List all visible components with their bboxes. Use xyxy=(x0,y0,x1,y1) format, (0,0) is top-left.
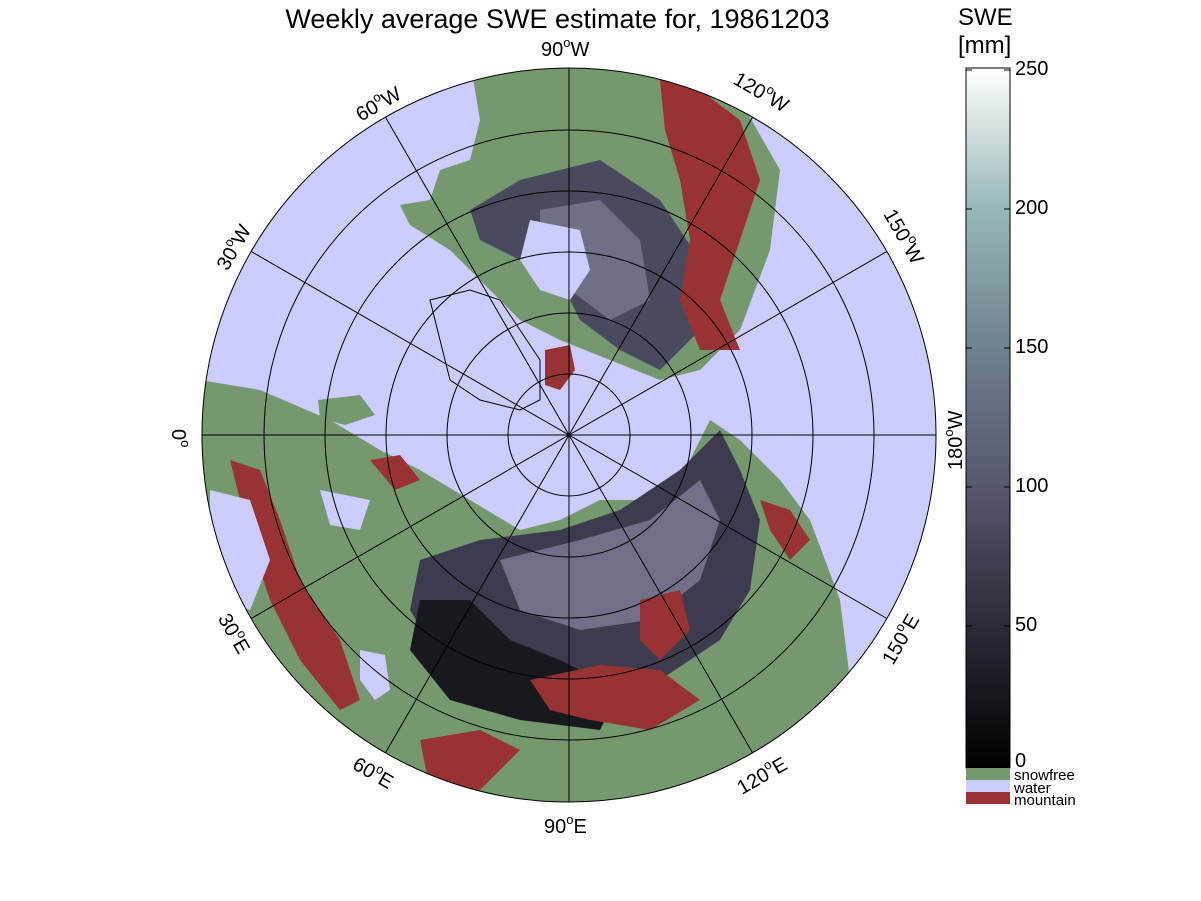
hudson-bay xyxy=(520,220,590,300)
colorbar-gradient xyxy=(965,67,1011,769)
label-120w: 120oW xyxy=(730,65,795,117)
colorbar-ticks xyxy=(966,69,1010,766)
map-frame xyxy=(201,67,937,803)
map-title: Weekly average SWE estimate for, 1986120… xyxy=(285,4,830,34)
scandinavia-mountain xyxy=(370,455,420,490)
east-asia-mountain xyxy=(640,590,690,660)
label-180w: 180oW xyxy=(941,410,967,470)
land-layer xyxy=(202,68,850,802)
colorbar-tick-label: 50 xyxy=(1015,614,1038,636)
label-90w: 90oW xyxy=(541,35,589,61)
himalaya-mountain xyxy=(420,730,520,790)
siberia-snow-light xyxy=(500,480,720,630)
colorbar-unit-mm: [mm] xyxy=(958,32,1012,59)
colorbar-tick-label: 200 xyxy=(1015,197,1049,219)
colorbar-unit-swe: SWE xyxy=(958,4,1013,31)
baltic-sea xyxy=(320,490,370,530)
legend-water-label: water xyxy=(1014,780,1051,797)
legend-water-swatch xyxy=(966,780,1010,792)
graticule xyxy=(201,67,937,803)
iceland xyxy=(318,395,375,425)
colorbar-tick-label: 150 xyxy=(1015,336,1049,358)
japan xyxy=(780,590,830,650)
legend-mountain-label: mountain xyxy=(1014,792,1076,809)
greenland-edge-mountain xyxy=(545,345,575,390)
legend-snowfree-swatch xyxy=(966,768,1010,780)
colorbar-tick-label: 0 xyxy=(1015,750,1027,772)
colorbar-tick-label: 250 xyxy=(1015,58,1049,80)
kamchatka xyxy=(760,500,810,560)
tibet-mountain xyxy=(530,665,700,730)
legend-mountain-swatch xyxy=(966,792,1010,804)
colorbar xyxy=(965,67,1011,804)
europe-mountain xyxy=(230,460,360,710)
legend-snowfree-label: snowfree xyxy=(1014,767,1075,784)
colorbar-tick-label: 100 xyxy=(1015,475,1049,497)
greenland xyxy=(429,289,541,411)
label-90e: 90oE xyxy=(544,812,587,838)
label-0: 0o xyxy=(167,429,193,447)
caspian-sea xyxy=(360,650,390,700)
